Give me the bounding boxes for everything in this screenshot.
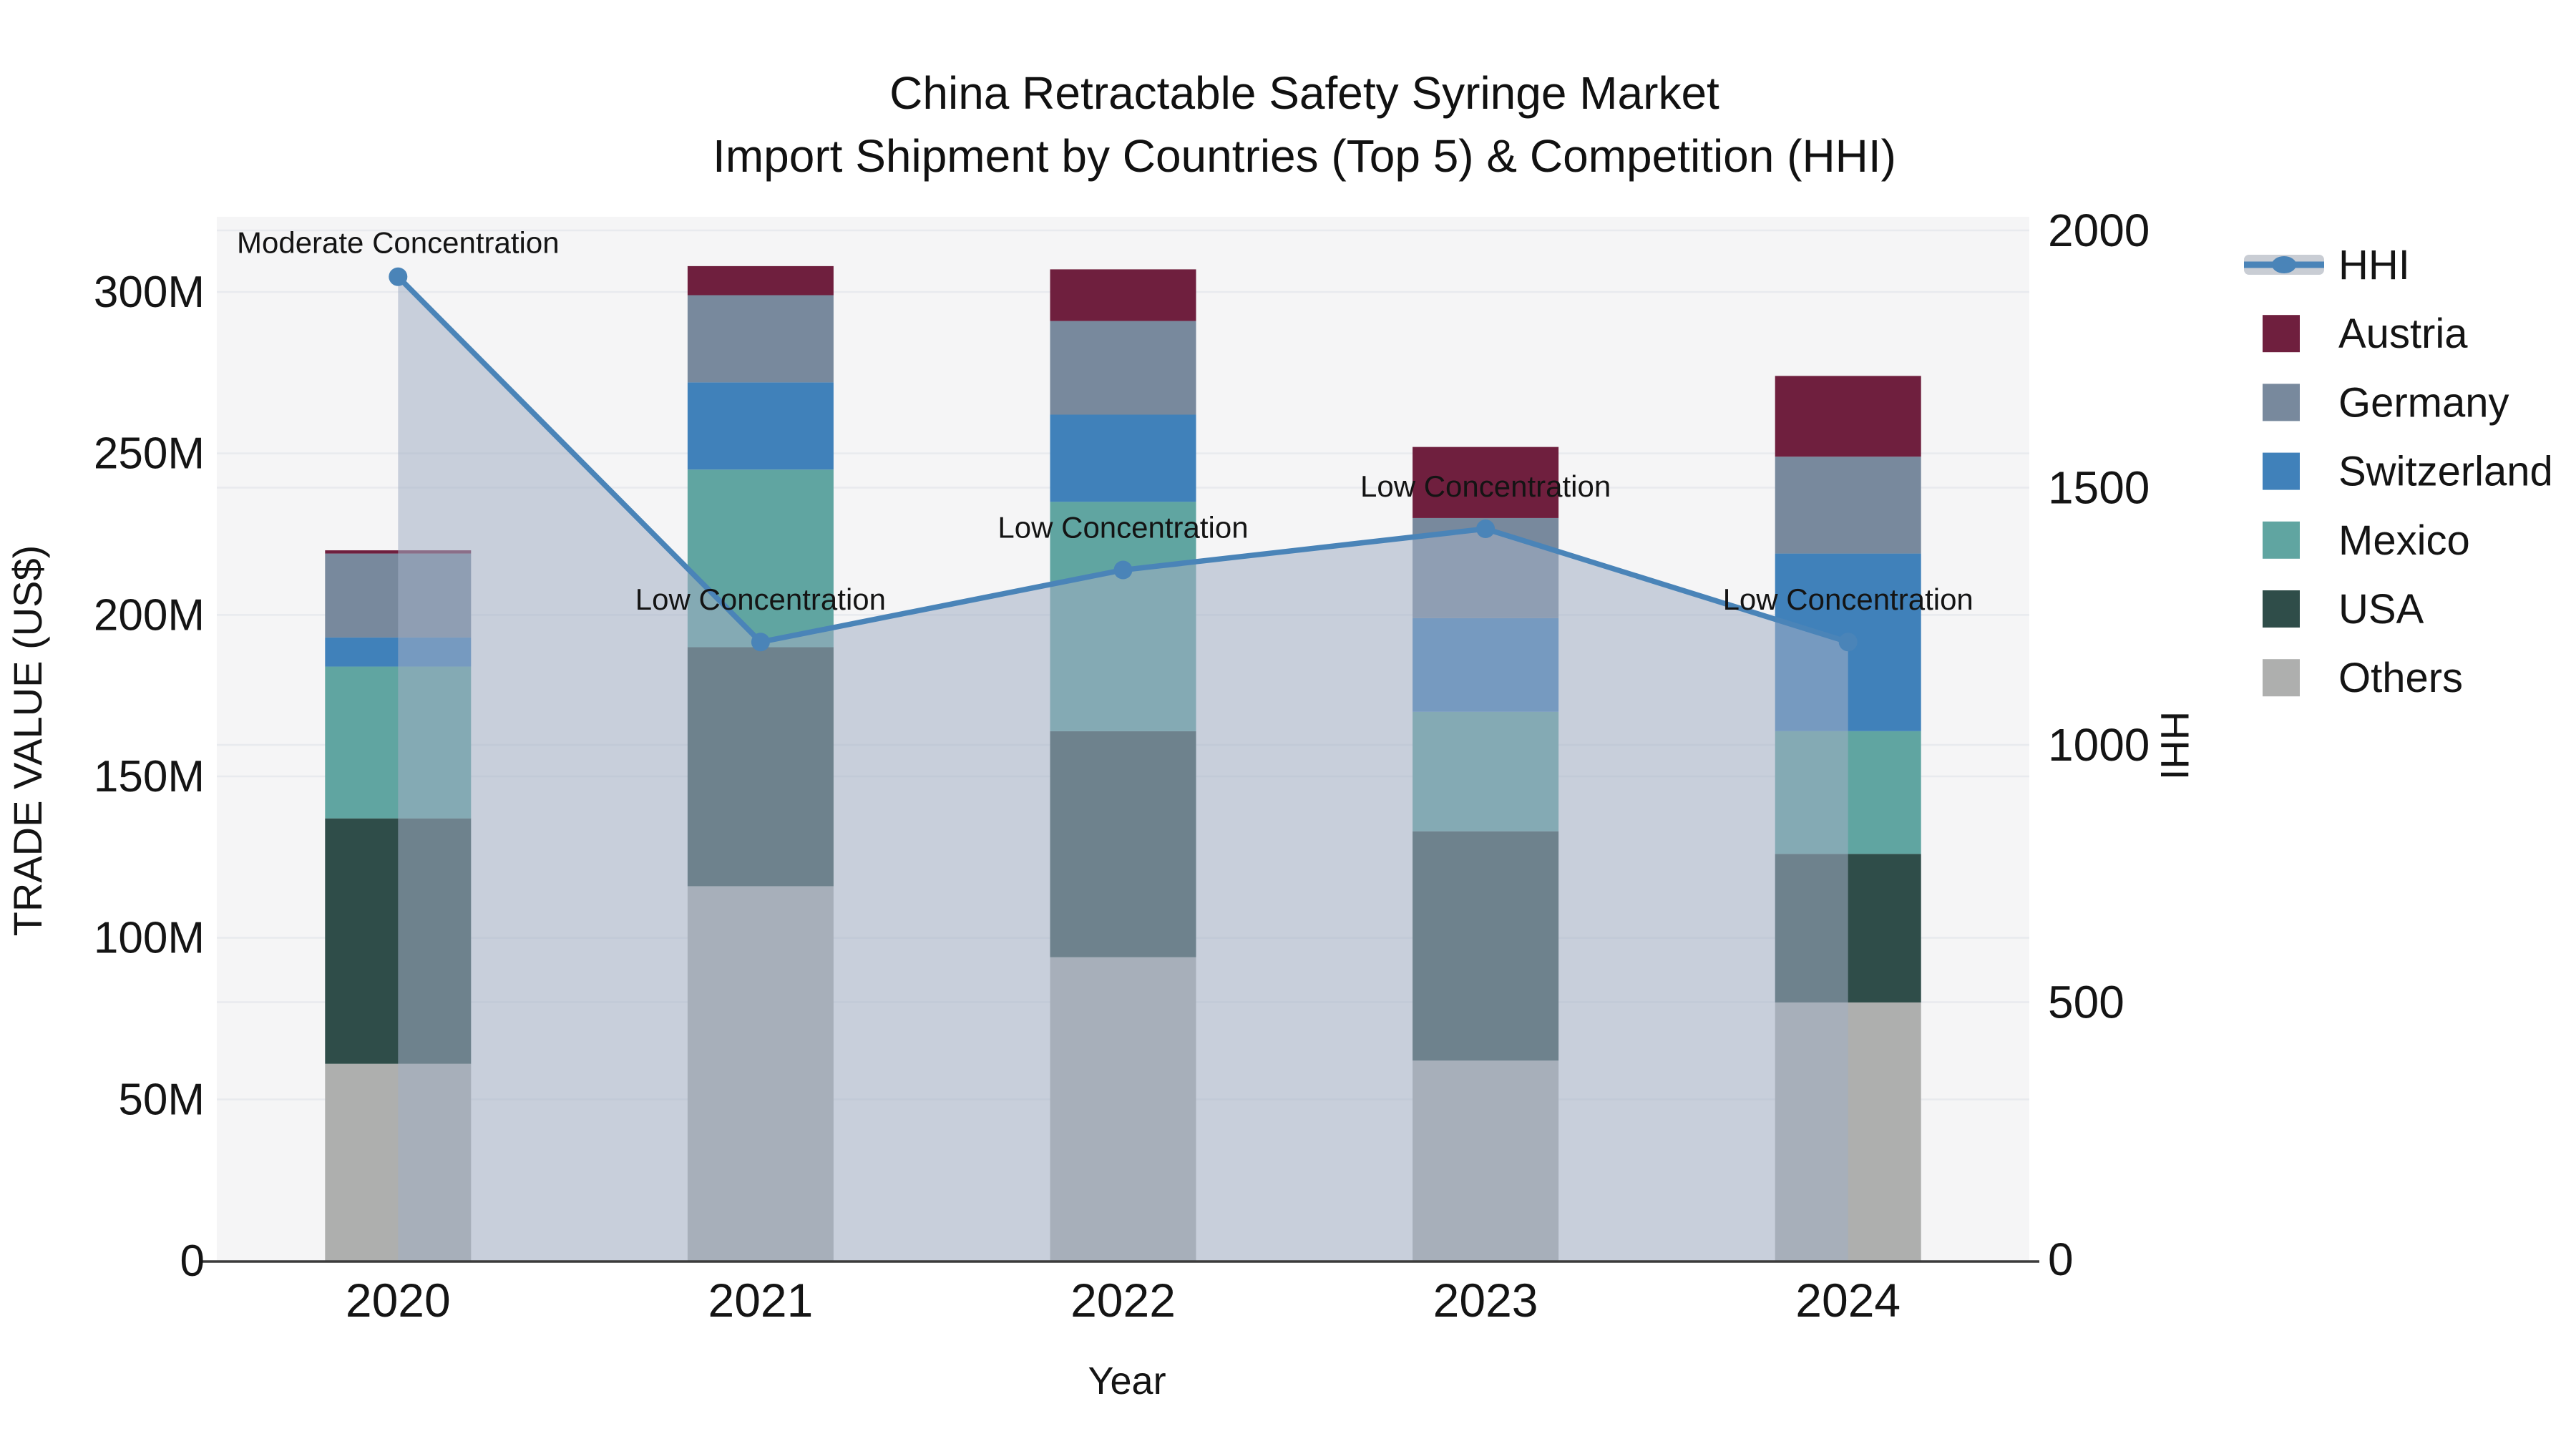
bar-segment-2024-germany [1775,457,1921,554]
y-left-tick-label-250: 250M [94,429,205,479]
y-left-tick-label-150: 150M [94,752,205,801]
legend-item-switzerland: Switzerland [2263,449,2553,495]
legend-label-others: Others [2338,655,2463,701]
bar-segment-2022-austria [1050,269,1196,321]
y-left-tick-label-200: 200M [94,590,205,640]
hhi-marker-2024 [1838,633,1858,652]
hhi-marker-2021 [751,633,770,652]
bar-segment-2022-germany [1050,321,1196,415]
legend-swatch-others [2263,659,2300,697]
chart-title-line1: China Retractable Safety Syringe Market [889,67,1719,119]
x-tick-label-2024: 2024 [1795,1274,1901,1327]
y-right-tick-label-1000: 1000 [2048,719,2150,771]
x-axis-title: Year [1088,1360,1166,1402]
y-left-tick-label-100: 100M [94,914,205,963]
y-right-tick-label-2000: 2000 [2048,205,2150,256]
bar-segment-2023-austria [1413,447,1559,518]
bar-segment-2024-austria [1775,376,1921,457]
x-tick-label-2021: 2021 [708,1274,813,1327]
annotation-2023: Low Concentration [1360,469,1611,503]
x-tick-label-2022: 2022 [1070,1274,1176,1327]
y-right-tick-label-1500: 1500 [2048,462,2150,514]
legend-swatch-switzerland [2263,452,2300,490]
legend-label-germany: Germany [2338,379,2509,426]
hhi-marker-2022 [1113,560,1133,580]
y-left-tick-label-50: 50M [118,1075,205,1124]
legend-label-usa: USA [2338,586,2424,633]
hhi-area-fill [398,276,1848,1262]
legend-item-austria: Austria [2263,311,2468,357]
bar-segment-2021-austria [687,265,834,296]
legend-label-switzerland: Switzerland [2338,449,2553,495]
bar-segment-2022-switzerland [1050,414,1196,502]
y-right-tick-label-0: 0 [2048,1234,2074,1285]
legend-label-hhi: HHI [2338,242,2410,288]
y-left-axis-title: TRADE VALUE (US$) [5,545,50,937]
annotation-2022: Low Concentration [997,511,1248,545]
legend-item-germany: Germany [2263,379,2509,426]
annotation-2021: Low Concentration [635,582,886,616]
legend-label-austria: Austria [2338,311,2468,357]
legend-swatch-germany [2263,384,2300,421]
x-tick-label-2020: 2020 [346,1274,451,1327]
legend-item-usa: USA [2263,586,2424,633]
chart-title-line2: Import Shipment by Countries (Top 5) & C… [713,130,1896,182]
hhi-marker-2023 [1476,519,1496,539]
hhi-marker-2020 [389,267,408,286]
legend-item-others: Others [2263,655,2463,701]
y-right-tick-label-500: 500 [2048,977,2124,1028]
annotation-2020: Moderate Concentration [237,226,560,260]
legend-hhi-marker [2272,256,2296,273]
plot-area: 0 50M 100M 150M 200M 250M 300M 0 500 1000 1500 2000… [94,205,2553,1327]
legend-swatch-usa [2263,590,2300,628]
legend-item-hhi: HHI [2244,242,2410,288]
legend-label-mexico: Mexico [2338,517,2470,564]
bar-segment-2021-switzerland [687,382,834,470]
legend-item-mexico: Mexico [2263,517,2470,564]
y-left-tick-label-0: 0 [180,1236,205,1286]
legend-swatch-mexico [2263,521,2300,559]
legend-swatch-austria [2263,315,2300,353]
annotation-2024: Low Concentration [1723,582,1974,616]
y-right-axis-title: HHI [2152,711,2197,780]
y-left-tick-label-300: 300M [94,268,205,317]
bar-segment-2021-germany [687,295,834,383]
x-tick-label-2023: 2023 [1433,1274,1538,1327]
